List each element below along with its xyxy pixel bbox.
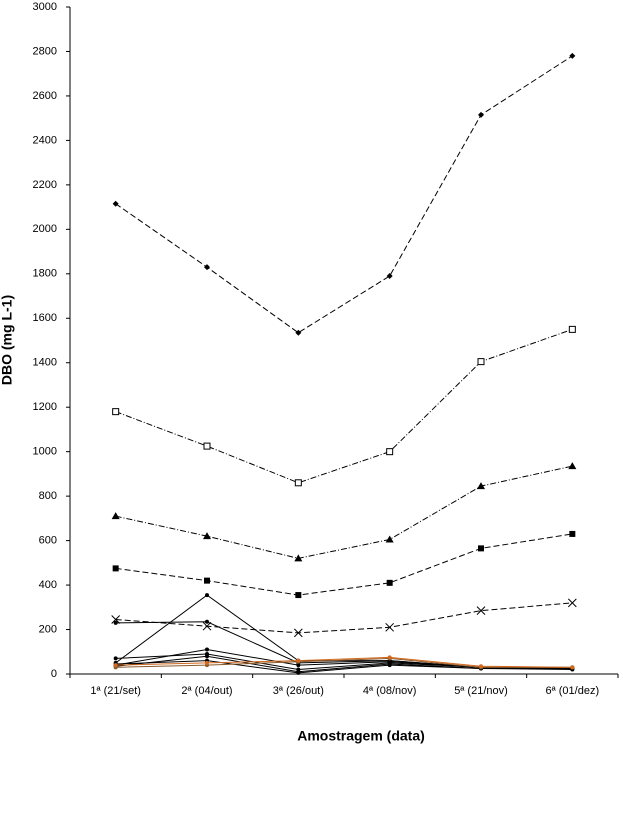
x-tick-label: 2ª (04/out) (181, 685, 232, 697)
point (112, 565, 119, 572)
point (567, 598, 577, 608)
point (387, 655, 392, 660)
point (478, 545, 484, 552)
series-line (115, 533, 573, 596)
x-tick-label: 5ª (21/nov) (454, 685, 508, 697)
point (111, 512, 120, 520)
y-tick-label: 3000 (33, 1, 57, 13)
point (205, 619, 209, 624)
point (111, 615, 121, 624)
series-line (115, 55, 573, 334)
y-tick-label: 1200 (33, 401, 57, 413)
series-line (115, 594, 573, 668)
point (296, 670, 301, 675)
x-axis-title: Amostragem (data) (297, 728, 425, 744)
y-tick-label: 2000 (33, 223, 57, 235)
point (295, 329, 302, 336)
series-line (115, 660, 573, 674)
point (293, 628, 303, 638)
y-tick-label: 200 (39, 623, 57, 635)
y-tick-label: 800 (39, 490, 57, 502)
point (112, 200, 119, 207)
point (203, 532, 211, 540)
point (113, 663, 118, 668)
y-tick-label: 2200 (33, 179, 57, 191)
point (569, 530, 576, 537)
point (205, 654, 209, 659)
point (386, 273, 393, 280)
point (387, 663, 392, 668)
y-axis-title: DBO (mg L-1) (0, 295, 15, 385)
y-tick-label: 1000 (33, 446, 57, 458)
x-tick-label: 1ª (21/set) (90, 685, 141, 697)
point (477, 358, 485, 366)
y-tick-label: 2600 (33, 90, 57, 102)
y-tick-label: 600 (39, 535, 57, 547)
point (478, 111, 484, 118)
point (385, 622, 395, 632)
point (294, 479, 302, 487)
point (296, 658, 301, 663)
point (204, 577, 210, 584)
point (568, 462, 577, 470)
x-tick-label: 6ª (01/dez) (546, 685, 600, 697)
x-tick-label: 4ª (08/nov) (363, 685, 417, 697)
point (385, 535, 394, 543)
series-line (115, 465, 573, 559)
point (568, 325, 576, 333)
series-line (115, 602, 573, 634)
y-tick-label: 2400 (33, 134, 57, 146)
series-line (115, 657, 573, 668)
point (113, 656, 118, 661)
y-tick-label: 1800 (33, 268, 57, 280)
point (479, 664, 483, 669)
point (205, 647, 209, 652)
point (294, 554, 303, 562)
point (476, 606, 486, 615)
point (113, 620, 118, 625)
y-tick-label: 2800 (33, 45, 57, 57)
x-tick-label: 3ª (26/out) (273, 685, 324, 697)
point (202, 621, 212, 631)
point (386, 579, 393, 586)
point (203, 442, 211, 450)
point (296, 663, 301, 668)
point (386, 448, 394, 456)
point (295, 592, 302, 599)
series-line (115, 328, 573, 484)
y-tick-label: 400 (39, 579, 57, 591)
y-tick-label: 1600 (33, 312, 57, 324)
point (570, 665, 575, 670)
point (205, 593, 209, 598)
y-tick-label: 1400 (33, 357, 57, 369)
point (569, 52, 576, 59)
y-tick-label: 0 (51, 668, 57, 680)
point (205, 660, 209, 665)
series-line (115, 656, 573, 668)
point (204, 264, 210, 271)
point (477, 482, 485, 490)
point (112, 408, 120, 416)
